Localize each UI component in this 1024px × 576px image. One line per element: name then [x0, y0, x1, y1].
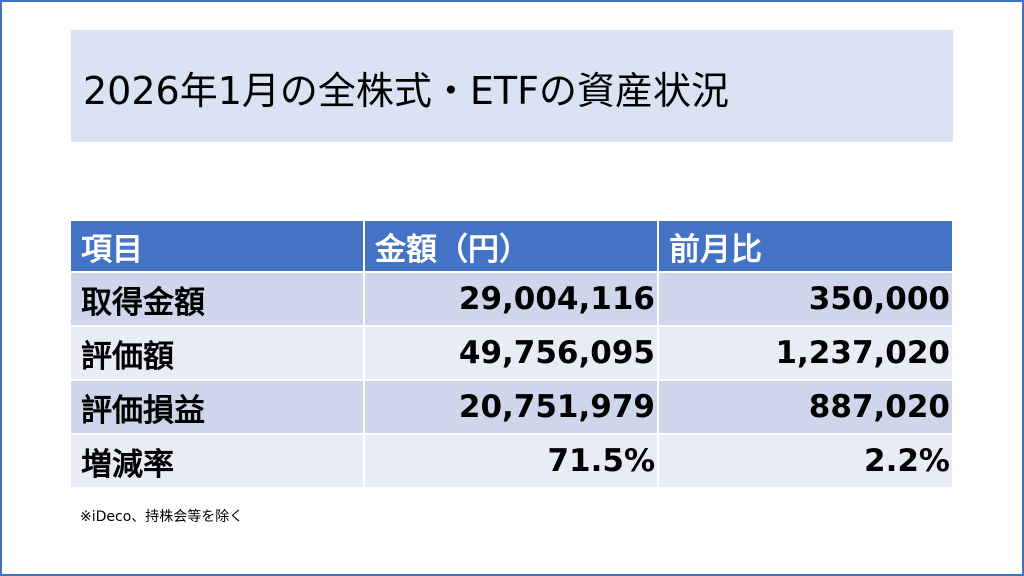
slide-title: 2026年1月の全株式・ETFの資産状況 [83, 69, 729, 113]
header-amount: 金額（円） [364, 221, 659, 273]
table-row: 取得金額 29,004,116 350,000 [71, 272, 954, 327]
table-header-row: 項目 金額（円） 前月比 [71, 221, 954, 273]
row-label: 評価額 [71, 326, 365, 381]
footnote: ※iDeco、持株会等を除く [80, 509, 244, 525]
table-row: 評価損益 20,751,979 887,020 [71, 380, 954, 435]
asset-table: 項目 金額（円） 前月比 取得金額 29,004,116 350,000 評価額… [71, 221, 954, 489]
row-change: 887,020 [658, 380, 954, 435]
header-change: 前月比 [658, 221, 954, 273]
row-label: 取得金額 [71, 272, 365, 327]
row-label: 評価損益 [71, 380, 365, 435]
row-label: 増減率 [71, 434, 365, 489]
title-box: 2026年1月の全株式・ETFの資産状況 [71, 30, 953, 142]
row-change: 2.2% [658, 434, 954, 489]
row-amount: 49,756,095 [364, 326, 659, 381]
row-amount: 71.5% [364, 434, 659, 489]
row-amount: 20,751,979 [364, 380, 659, 435]
row-change: 1,237,020 [658, 326, 954, 381]
row-change: 350,000 [658, 272, 954, 327]
header-item: 項目 [71, 221, 365, 273]
row-amount: 29,004,116 [364, 272, 659, 327]
table-row: 評価額 49,756,095 1,237,020 [71, 326, 954, 381]
table-row: 増減率 71.5% 2.2% [71, 434, 954, 489]
